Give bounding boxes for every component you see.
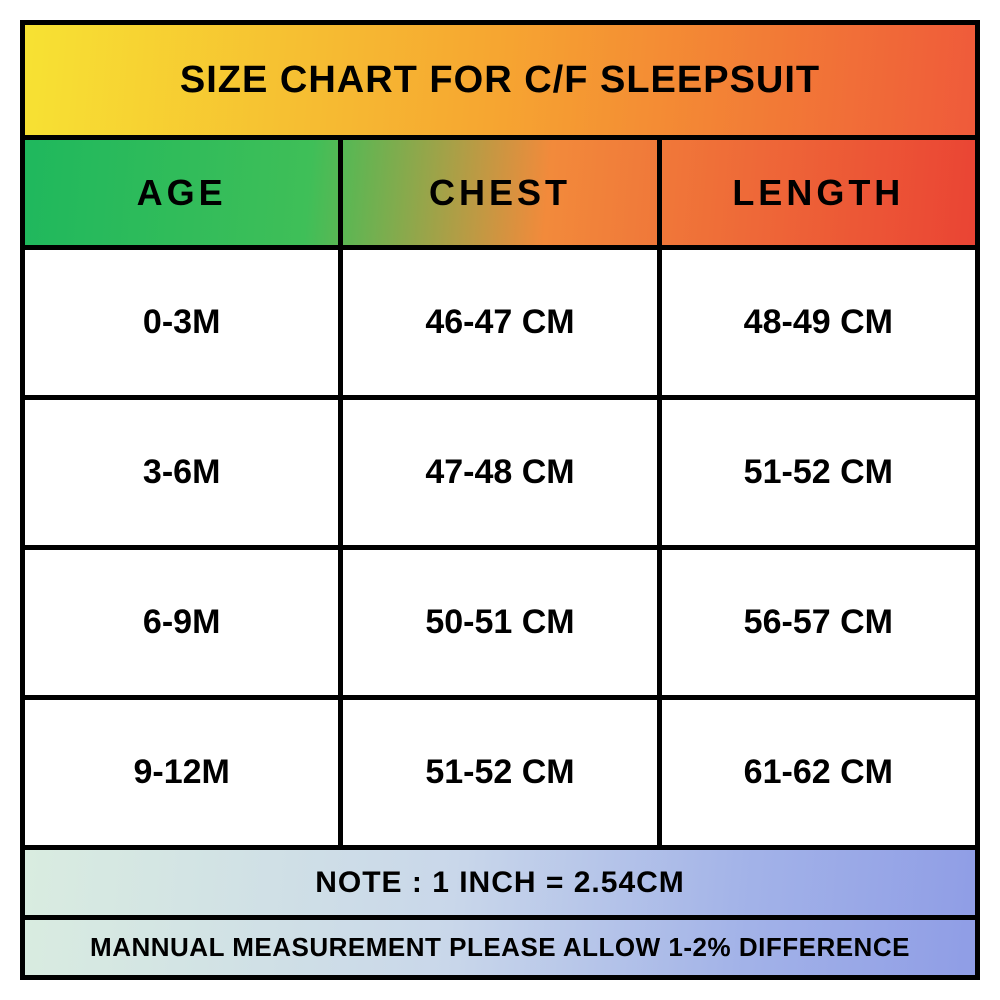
note-row: NOTE : 1 INCH = 2.54CM (25, 850, 975, 920)
cell-chest: 50-51 CM (338, 550, 656, 695)
footer: NOTE : 1 INCH = 2.54CM MANNUAL MEASUREME… (25, 845, 975, 975)
cell-age: 9-12M (25, 700, 338, 845)
table-row: 0-3M 46-47 CM 48-49 CM (25, 250, 975, 395)
table-body: 0-3M 46-47 CM 48-49 CM 3-6M 47-48 CM 51-… (25, 250, 975, 845)
cell-chest: 47-48 CM (338, 400, 656, 545)
cell-length: 56-57 CM (657, 550, 975, 695)
cell-length: 61-62 CM (657, 700, 975, 845)
cell-age: 3-6M (25, 400, 338, 545)
cell-value: 46-47 CM (425, 303, 574, 342)
cell-value: 61-62 CM (744, 753, 893, 792)
cell-value: 47-48 CM (425, 453, 574, 492)
cell-age: 6-9M (25, 550, 338, 695)
cell-length: 48-49 CM (657, 250, 975, 395)
col-header-label: AGE (137, 172, 227, 214)
cell-chest: 46-47 CM (338, 250, 656, 395)
col-header-label: LENGTH (732, 172, 904, 214)
cell-value: 51-52 CM (744, 453, 893, 492)
cell-value: 0-3M (143, 303, 220, 342)
chart-title-bar: SIZE CHART FOR C/F SLEEPSUIT (25, 25, 975, 140)
table-row: 6-9M 50-51 CM 56-57 CM (25, 545, 975, 695)
cell-age: 0-3M (25, 250, 338, 395)
cell-length: 51-52 CM (657, 400, 975, 545)
header-row: AGE CHEST LENGTH (25, 140, 975, 250)
cell-value: 3-6M (143, 453, 220, 492)
cell-value: 6-9M (143, 603, 220, 642)
table-row: 9-12M 51-52 CM 61-62 CM (25, 695, 975, 845)
cell-value: 48-49 CM (744, 303, 893, 342)
cell-value: 50-51 CM (425, 603, 574, 642)
size-chart: SIZE CHART FOR C/F SLEEPSUIT AGE CHEST L… (20, 20, 980, 980)
cell-chest: 51-52 CM (338, 700, 656, 845)
note-text: NOTE : 1 INCH = 2.54CM (315, 866, 685, 900)
cell-value: 56-57 CM (744, 603, 893, 642)
disclaimer-text: MANNUAL MEASUREMENT PLEASE ALLOW 1-2% DI… (90, 932, 910, 963)
col-header-age: AGE (25, 140, 338, 245)
table-row: 3-6M 47-48 CM 51-52 CM (25, 395, 975, 545)
chart-title: SIZE CHART FOR C/F SLEEPSUIT (180, 59, 820, 102)
col-header-chest: CHEST (338, 140, 656, 245)
col-header-label: CHEST (429, 172, 571, 214)
cell-value: 51-52 CM (425, 753, 574, 792)
cell-value: 9-12M (133, 753, 229, 792)
col-header-length: LENGTH (657, 140, 975, 245)
disclaimer-row: MANNUAL MEASUREMENT PLEASE ALLOW 1-2% DI… (25, 920, 975, 975)
